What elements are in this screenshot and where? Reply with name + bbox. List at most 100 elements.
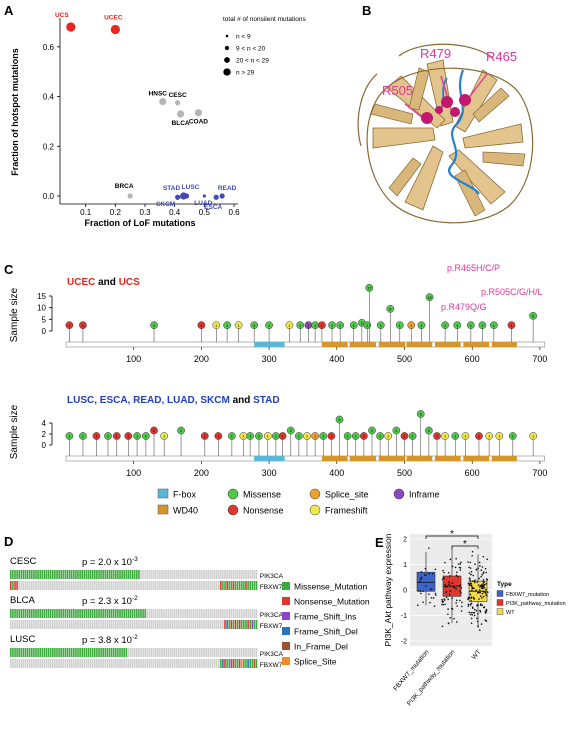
pik3ca-cell xyxy=(180,609,182,618)
legend-label: Frame_Shift_Ins xyxy=(294,612,356,622)
jitter-point xyxy=(422,590,424,593)
fbxw7-cell xyxy=(211,620,214,629)
lollipop-frameshift xyxy=(529,432,537,440)
fbxw7-cell xyxy=(236,659,239,668)
lollipop-missense xyxy=(451,432,460,440)
fbxw7-cell xyxy=(213,620,216,629)
pik3ca-cell xyxy=(112,570,115,579)
lollipop-missense xyxy=(416,410,425,418)
pik3ca-cell xyxy=(213,609,216,618)
jitter-point xyxy=(484,591,486,594)
pik3ca-cell xyxy=(249,609,251,618)
pik3ca-cell xyxy=(70,609,73,618)
jitter-point xyxy=(441,603,443,606)
fbxw7-cell xyxy=(236,581,239,590)
jitter-point xyxy=(470,583,472,585)
legend-size-dot xyxy=(223,68,231,76)
jitter-point xyxy=(460,610,463,612)
pik3ca-cell xyxy=(157,609,159,618)
fbxw7-cell xyxy=(201,581,203,590)
lollipop-missense xyxy=(395,321,404,330)
fbxw7-cell xyxy=(207,581,209,590)
panel-e-boxplot: PI3K_Akt pathway expression -2 -1 0 1 2 FBXW7… xyxy=(383,529,566,707)
fbxw7-cell xyxy=(169,620,172,629)
pik3ca-cell xyxy=(142,570,144,579)
legend-label: F-box xyxy=(173,490,197,500)
fbxw7-cell xyxy=(144,581,146,590)
jitter-point xyxy=(420,576,423,579)
lollipop-missense xyxy=(368,426,376,435)
jitter-point xyxy=(459,584,462,587)
pik3ca-cell xyxy=(215,570,218,579)
fbxw7-cell xyxy=(169,581,172,590)
pik3ca-cell xyxy=(35,570,37,579)
fbxw7-cell xyxy=(224,620,226,629)
lollipop-nonsense xyxy=(507,321,516,330)
pik3ca-cell xyxy=(79,609,81,618)
pik3ca-cell xyxy=(106,609,109,618)
jitter-point xyxy=(479,565,481,567)
jitter-point xyxy=(447,608,449,610)
jitter-point xyxy=(461,601,463,604)
lollipop-missense xyxy=(150,321,158,330)
lollipop-missense xyxy=(508,432,517,440)
fbxw7-cell xyxy=(75,659,77,668)
pik3ca-cell xyxy=(243,648,245,657)
pik3ca-cell xyxy=(102,648,104,657)
pik3ca-cell xyxy=(159,648,161,657)
pik3ca-cell xyxy=(14,609,16,618)
pik3ca-cell xyxy=(100,609,102,618)
pik3ca-cell xyxy=(112,648,115,657)
fbxw7-cell xyxy=(26,581,29,590)
fbxw7-cell xyxy=(94,659,96,668)
legend-size-dot xyxy=(225,34,229,38)
fbxw7-cell xyxy=(226,581,228,590)
fbxw7-cell xyxy=(203,581,205,590)
lollipop-frameshift xyxy=(234,321,243,330)
pik3ca-cell xyxy=(188,570,191,579)
fbxw7-cell xyxy=(85,620,88,629)
fbxw7-cell xyxy=(186,659,188,668)
fbxw7-cell xyxy=(110,581,113,590)
fbxw7-cell xyxy=(123,581,125,590)
pik3ca-cell xyxy=(31,648,33,657)
fbxw7-cell xyxy=(222,659,224,668)
pik3ca-cell xyxy=(220,648,222,657)
pik3ca-cell xyxy=(167,648,170,657)
legend-label: Inframe xyxy=(409,490,440,500)
jitter-point xyxy=(469,567,472,569)
pik3ca-cell xyxy=(163,648,165,657)
pik3ca-cell xyxy=(81,570,83,579)
fbxw7-cell xyxy=(22,581,25,590)
fbxw7-cell xyxy=(190,620,193,629)
pik3ca-cell xyxy=(125,609,128,618)
lollipop-missense xyxy=(343,432,352,440)
point-ucs xyxy=(66,22,76,32)
panel-e-legend: FBXW7_mutation PI3K_pathway_mutation WT xyxy=(496,590,566,616)
fbxw7-cell xyxy=(159,581,161,590)
pik3ca-cell xyxy=(243,570,245,579)
fbxw7-cell xyxy=(131,620,134,629)
pik3ca-cell xyxy=(253,609,256,618)
jitter-point xyxy=(417,590,420,592)
fbxw7-cell xyxy=(127,581,130,590)
pik3ca-cell xyxy=(37,609,39,618)
fbxw7-cell xyxy=(56,620,58,629)
pik3ca-cell xyxy=(31,570,33,579)
jitter-point xyxy=(467,561,469,563)
fbxw7-cell xyxy=(146,581,149,590)
fbox-domain xyxy=(254,342,285,347)
fbxw7-cell xyxy=(215,581,218,590)
fbxw7-cell xyxy=(16,581,18,590)
jitter-point xyxy=(446,585,448,588)
panel-d-letter: D xyxy=(4,534,13,549)
fbxw7-cell xyxy=(20,659,23,668)
jitter-point xyxy=(456,621,458,623)
pik3ca-cell xyxy=(201,648,203,657)
fbxw7-cell xyxy=(24,581,27,590)
jitter-point xyxy=(444,561,446,564)
jitter-point xyxy=(428,547,430,549)
pik3ca-cell xyxy=(68,609,71,618)
fbxw7-cell xyxy=(148,659,151,668)
fbxw7-cell xyxy=(232,581,235,590)
